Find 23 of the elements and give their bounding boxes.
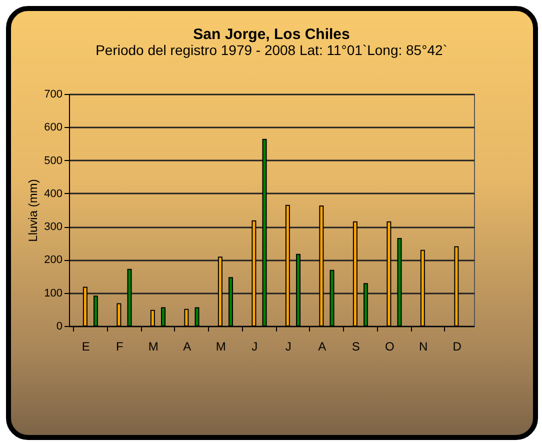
y-tick-label: 400: [44, 188, 62, 200]
y-tick-label: 500: [44, 154, 62, 167]
x-tick-label: D: [452, 340, 462, 354]
chart-title: San Jorge, Los Chiles: [193, 26, 350, 43]
x-tick-label: E: [82, 340, 90, 354]
y-tick-label: 200: [44, 254, 62, 266]
x-tick-label: A: [183, 340, 192, 354]
x-tick-label: J: [285, 340, 292, 354]
y-tick-label: 600: [44, 122, 62, 134]
y-tick-label: 0: [56, 320, 62, 332]
chart-subtitle: Periodo del registro 1979 - 2008 Lat: 11°01`Long: 85°42`: [96, 42, 448, 58]
y-tick-label: 700: [44, 88, 62, 100]
x-tick-label: M: [148, 340, 158, 354]
y-tick-label: 100: [44, 287, 62, 300]
y-tick-label: 300: [44, 221, 62, 234]
x-tick-label: S: [352, 340, 360, 354]
x-tick-label: A: [318, 340, 326, 354]
x-tick-label: F: [116, 340, 124, 354]
y-axis-title: Lluvia (mm): [26, 179, 40, 242]
x-tick-label: N: [419, 340, 428, 354]
x-tick-label: O: [384, 340, 394, 354]
x-tick-label: M: [216, 340, 226, 354]
x-tick-label: J: [252, 340, 258, 354]
